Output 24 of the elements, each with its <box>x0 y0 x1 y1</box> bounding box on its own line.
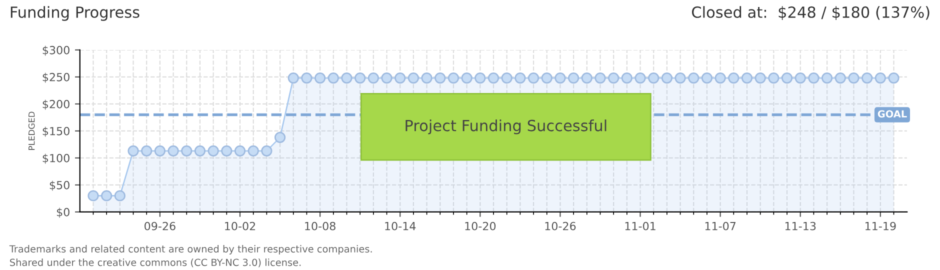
y-tick-label: $200 <box>42 100 70 110</box>
chart-subtitle: Closed at: $248 / $180 (137%) <box>692 6 930 20</box>
x-tick-label: 11-01 <box>625 222 656 230</box>
x-tick-label: 10-14 <box>385 222 416 230</box>
y-tick-label: $250 <box>42 72 70 83</box>
y-axis-title: PLEDGED <box>28 112 35 150</box>
x-tick-label: 11-13 <box>785 222 816 230</box>
y-tick-label: $300 <box>42 46 70 56</box>
chart-title: Funding Progress <box>10 6 140 21</box>
y-tick-label: $50 <box>50 180 70 191</box>
x-tick-label: 11-19 <box>865 222 896 230</box>
x-tick-label: 09-26 <box>144 222 176 230</box>
x-tick-label: 11-07 <box>705 222 736 230</box>
x-tick-label: 10-26 <box>545 222 576 230</box>
text: Trademarks and related content are owned by their respective companies. <box>9 245 372 254</box>
text: Shared under the creative commons (CC BY-NC 3.0) license. <box>10 258 301 268</box>
x-tick-label: 10-02 <box>225 222 256 230</box>
y-tick-label: $100 <box>42 154 70 164</box>
annotation: Project Funding Successful <box>406 120 606 134</box>
x-tick-label: 10-20 <box>465 222 496 230</box>
y-tick-label: $0 <box>56 208 70 218</box>
y-tick-label: $150 <box>42 126 70 137</box>
ref-line-label: GOAL <box>878 110 907 118</box>
x-tick-label: 10-08 <box>305 222 336 230</box>
